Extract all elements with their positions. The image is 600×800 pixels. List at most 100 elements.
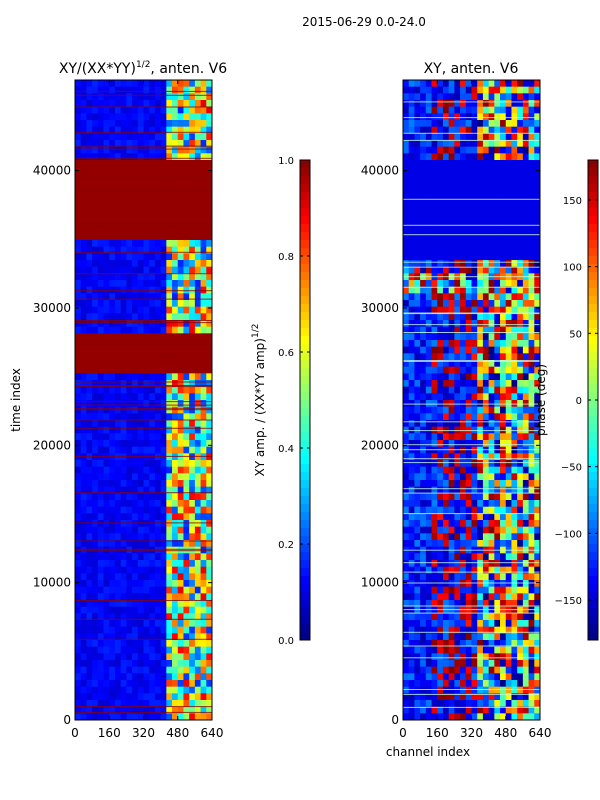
heatmap-cell <box>97 580 104 588</box>
heatmap-cell <box>448 560 455 568</box>
heatmap-cell <box>408 686 415 694</box>
heatmap-cell <box>482 260 490 268</box>
heatmap-cell <box>103 146 110 154</box>
heatmap-cell <box>511 420 518 428</box>
heatmap-cell <box>183 633 190 641</box>
heatmap-cell <box>414 226 421 234</box>
heatmap-cell <box>448 200 455 208</box>
heatmap-cell <box>494 300 501 308</box>
heatmap-cell <box>92 673 99 681</box>
heatmap-cell <box>206 213 213 221</box>
heatmap-cell <box>200 640 207 648</box>
heatmap-cell <box>80 640 87 648</box>
heatmap-cell <box>494 380 501 388</box>
heatmap-cell <box>86 293 93 301</box>
heatmap-cell <box>500 466 507 474</box>
heatmap-cell <box>200 680 207 688</box>
heatmap-cell <box>177 526 184 534</box>
heatmap-cell <box>86 460 93 468</box>
heatmap-cell <box>143 160 150 168</box>
heatmap-cell <box>528 660 535 668</box>
heatmap-cell <box>114 706 122 714</box>
heatmap-cell <box>488 506 495 514</box>
heatmap-cell <box>200 146 207 154</box>
heatmap-cell <box>206 626 213 634</box>
heatmap-cell <box>172 260 179 268</box>
heatmap-cell <box>522 413 529 421</box>
heatmap-cell <box>414 100 421 108</box>
heatmap-cell <box>442 353 450 361</box>
heatmap-cell <box>132 666 139 674</box>
heatmap-cell <box>189 260 196 268</box>
heatmap-cell <box>109 380 116 388</box>
heatmap-cell <box>149 266 156 274</box>
heatmap-cell <box>177 580 184 588</box>
heatmap-cell <box>408 146 415 154</box>
heatmap-cell <box>189 593 196 601</box>
heatmap-cell <box>137 473 144 481</box>
heatmap-cell <box>471 506 478 514</box>
heatmap-cell <box>482 613 490 621</box>
heatmap-cell <box>160 513 167 521</box>
colorbar-step <box>300 528 310 537</box>
heatmap-cell <box>149 553 156 561</box>
heatmap-cell <box>166 100 173 108</box>
heatmap-cell <box>109 606 116 614</box>
heatmap-cell <box>160 173 167 181</box>
heatmap-cell <box>120 440 127 448</box>
heatmap-cell <box>183 560 190 568</box>
heatmap-cell <box>522 373 529 381</box>
heatmap-cell <box>477 506 484 514</box>
heatmap-cell <box>137 326 144 334</box>
heatmap-cell <box>97 173 104 181</box>
heatmap-cell <box>403 173 410 181</box>
heatmap-cell <box>200 366 207 374</box>
heatmap-cell <box>408 540 415 548</box>
heatmap-cell <box>149 240 156 248</box>
heatmap-cell <box>126 526 133 534</box>
heatmap-cell <box>528 620 535 628</box>
heatmap-cell <box>189 406 196 414</box>
heatmap-cell <box>488 193 495 201</box>
heatmap-cell <box>460 406 467 414</box>
heatmap-cell <box>75 120 82 128</box>
heatmap-cell <box>471 220 478 228</box>
heatmap-cell <box>511 166 518 174</box>
heatmap-cell <box>126 180 133 188</box>
heatmap-cell <box>528 693 535 701</box>
y-tick-label: 10000 <box>361 576 399 590</box>
heatmap-cell <box>431 580 438 588</box>
heatmap-cell <box>172 213 179 221</box>
heatmap-cell <box>414 393 421 401</box>
heatmap-cell <box>206 233 213 241</box>
heatmap-cell <box>109 386 116 394</box>
heatmap-cell <box>420 93 427 101</box>
colorbar-step <box>588 432 598 441</box>
heatmap-cell <box>80 506 87 514</box>
heatmap-cell <box>460 473 467 481</box>
heatmap-cell <box>126 360 133 368</box>
heatmap-cell <box>172 460 179 468</box>
heatmap-cell <box>189 426 196 434</box>
heatmap-cell <box>534 533 541 541</box>
heatmap-cell <box>172 193 179 201</box>
heatmap-cell <box>137 460 144 468</box>
heatmap-cell <box>103 440 110 448</box>
heatmap-cell <box>109 693 116 701</box>
heatmap-cell <box>149 140 156 148</box>
x-tick-label: 640 <box>201 726 224 740</box>
heatmap-cell <box>420 566 427 574</box>
heatmap-cell <box>160 493 167 501</box>
heatmap-cell <box>482 513 490 521</box>
heatmap-cell <box>454 406 461 414</box>
heatmap-cell <box>488 93 495 101</box>
heatmap-cell <box>403 133 410 141</box>
heatmap-cell <box>103 86 110 94</box>
heatmap-cell <box>97 406 104 414</box>
heatmap-cell <box>109 500 116 508</box>
heatmap-cell <box>160 573 167 581</box>
heatmap-cell <box>160 666 167 674</box>
heatmap-cell <box>189 493 196 501</box>
heatmap-cell <box>482 340 490 348</box>
heatmap-cell <box>403 140 410 148</box>
